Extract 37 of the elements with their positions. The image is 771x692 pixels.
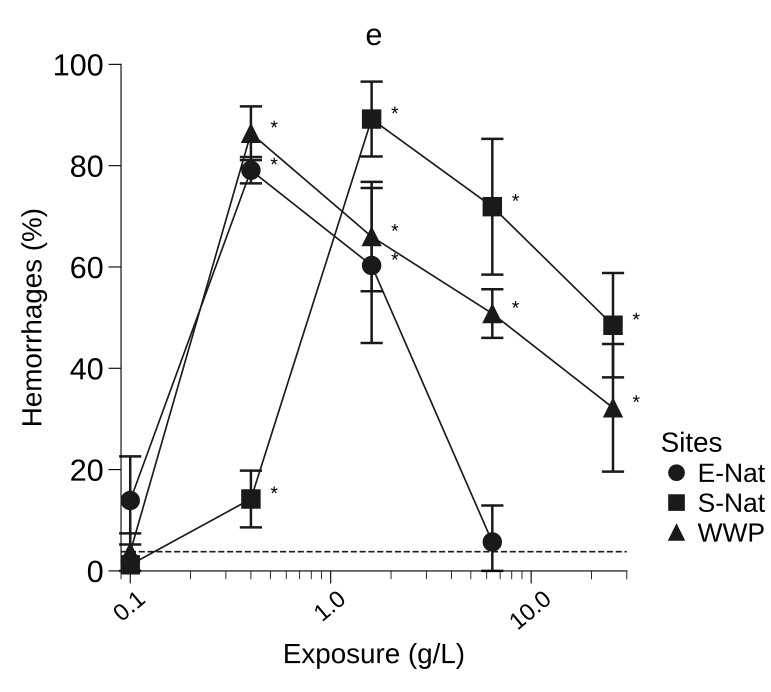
point [482,304,502,324]
annotation: * [632,395,640,402]
x-axis-title: Exposure (g/L) [285,642,464,669]
point [362,226,382,246]
x-tick-label: 10.0 [508,589,552,630]
chart-title: e [366,28,382,46]
y-tick-label: 40 [70,358,102,380]
point [120,490,140,510]
annotation: * [270,120,278,128]
y-tick-label: 0 [88,560,102,582]
legend-label: E-Nat [700,464,765,482]
y-tick-label: 20 [71,459,102,481]
x-tick-label: 0.1 [112,589,146,622]
annotation: * [512,194,520,202]
point [241,124,261,143]
annotation: * [391,224,398,231]
x-tick-label: 1.0 [312,589,347,622]
annotation: * [391,252,398,260]
point [482,196,502,216]
y-axis-title: Hemorrhages (%) [21,210,48,425]
point [482,532,502,552]
annotation: * [632,312,640,320]
annotation: * [391,106,398,114]
annotation: * [270,486,278,494]
legend-label: WWP [698,524,764,542]
legend-title: Sites [662,432,722,452]
point [362,256,382,276]
y-tick-label: 80 [71,155,102,178]
y-tick-label: 100 [55,54,102,76]
annotation: * [512,301,520,308]
y-tick-label: 60 [71,256,102,278]
annotation: * [270,158,278,165]
point [241,489,261,509]
point [603,316,623,335]
point [603,398,623,418]
point [362,109,382,129]
legend-label: S-Nat [698,493,765,512]
